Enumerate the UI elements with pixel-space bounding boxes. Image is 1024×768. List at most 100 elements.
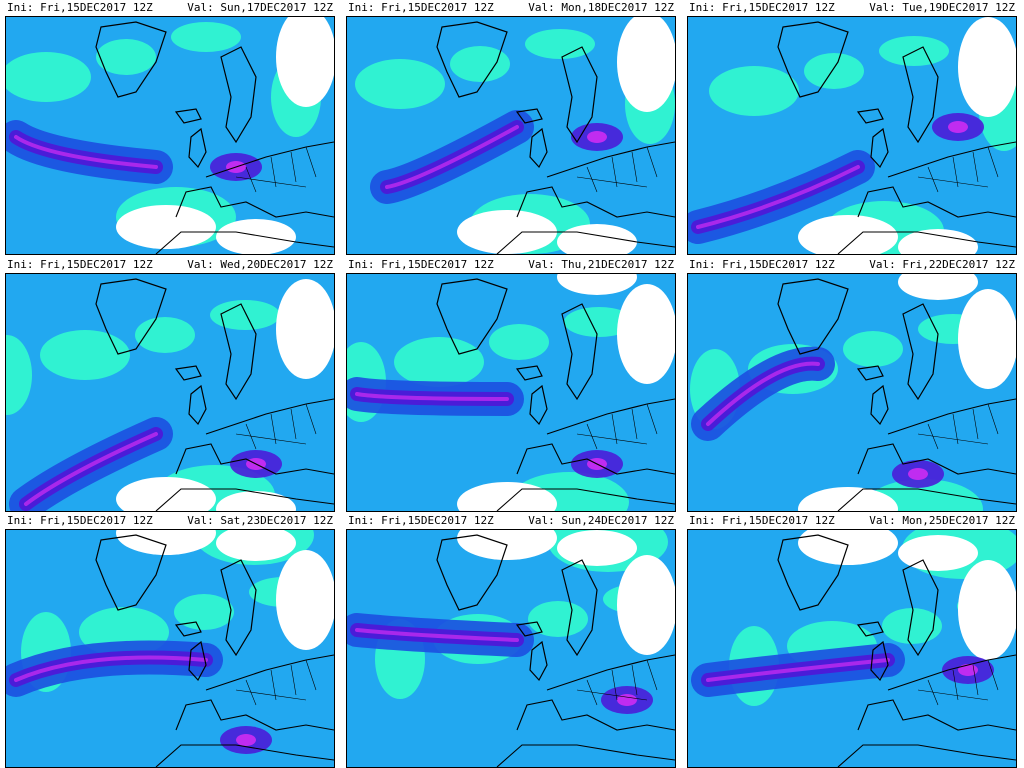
forecast-map	[687, 529, 1017, 768]
panel-header: Ini: Fri,15DEC2017 12Z Val: Mon,25DEC201…	[687, 513, 1017, 529]
political-borders	[235, 403, 317, 450]
no-data-area	[276, 550, 334, 650]
secondary-peak	[617, 694, 637, 706]
no-data-area	[216, 530, 296, 561]
no-data-area	[798, 215, 898, 254]
scandinavia-coastline	[561, 303, 598, 401]
field-plot	[6, 274, 334, 511]
init-time-label: Ini: Fri,15DEC2017 12Z	[7, 1, 153, 14]
secondary-peak	[958, 664, 978, 676]
field-plot	[6, 17, 334, 254]
scandinavia-coastline	[902, 303, 939, 401]
no-data-area	[216, 219, 296, 254]
map-panel-8: Ini: Fri,15DEC2017 12Z Val: Sun,24DEC201…	[346, 513, 676, 768]
panel-header: Ini: Fri,15DEC2017 12Z Val: Sun,17DEC201…	[5, 0, 335, 16]
low-value-patch	[489, 324, 549, 360]
no-data-area	[958, 289, 1016, 389]
panel-header: Ini: Fri,15DEC2017 12Z Val: Thu,21DEC201…	[346, 257, 676, 273]
british-isles-coastline	[529, 640, 548, 682]
no-data-area	[116, 477, 216, 511]
jet-peak	[14, 655, 208, 682]
iceland-coastline	[174, 108, 202, 124]
secondary-peak	[948, 121, 968, 133]
low-value-patch	[525, 29, 595, 59]
low-value-patch	[40, 330, 130, 380]
map-panel-7: Ini: Fri,15DEC2017 12Z Val: Sat,23DEC201…	[5, 513, 335, 768]
british-isles-coastline	[870, 640, 889, 682]
continental-coastline	[496, 398, 675, 511]
map-panel-9: Ini: Fri,15DEC2017 12Z Val: Mon,25DEC201…	[687, 513, 1017, 768]
greenland-coastline	[777, 534, 849, 611]
british-isles-coastline	[529, 384, 548, 426]
valid-time-label: Val: Mon,18DEC2017 12Z	[528, 1, 674, 14]
greenland-coastline	[777, 21, 849, 98]
low-value-patch	[6, 335, 32, 415]
forecast-map	[346, 16, 676, 255]
political-borders	[576, 403, 658, 450]
no-data-area	[898, 535, 978, 571]
british-isles-coastline	[188, 384, 207, 426]
no-data-area	[557, 274, 637, 295]
init-time-label: Ini: Fri,15DEC2017 12Z	[348, 258, 494, 271]
field-plot	[688, 274, 1016, 511]
forecast-map	[687, 16, 1017, 255]
greenland-coastline	[95, 534, 167, 611]
forecast-map	[346, 529, 676, 768]
low-value-patch	[843, 331, 903, 367]
political-borders	[235, 659, 317, 706]
continental-coastline	[496, 141, 675, 254]
no-data-area	[116, 205, 216, 249]
jet-peak	[355, 392, 509, 401]
init-time-label: Ini: Fri,15DEC2017 12Z	[689, 514, 835, 527]
jet-peak	[385, 125, 519, 189]
low-value-patch	[171, 22, 241, 52]
iceland-coastline	[856, 365, 884, 381]
field-plot	[347, 274, 675, 511]
valid-time-label: Val: Thu,21DEC2017 12Z	[528, 258, 674, 271]
low-value-patch	[96, 39, 156, 75]
panel-header: Ini: Fri,15DEC2017 12Z Val: Fri,22DEC201…	[687, 257, 1017, 273]
low-value-patch	[135, 317, 195, 353]
british-isles-coastline	[870, 384, 889, 426]
no-data-area	[958, 17, 1016, 117]
continental-coastline	[837, 654, 1016, 767]
secondary-peak	[236, 734, 256, 746]
iceland-coastline	[515, 621, 543, 637]
jet-peak	[706, 658, 890, 682]
greenland-coastline	[436, 21, 508, 98]
scandinavia-coastline	[561, 559, 598, 657]
panel-header: Ini: Fri,15DEC2017 12Z Val: Mon,18DEC201…	[346, 0, 676, 16]
scandinavia-coastline	[220, 303, 257, 401]
init-time-label: Ini: Fri,15DEC2017 12Z	[7, 258, 153, 271]
init-time-label: Ini: Fri,15DEC2017 12Z	[348, 514, 494, 527]
jet-peak	[14, 135, 158, 169]
low-value-patch	[394, 337, 484, 387]
map-panel-6: Ini: Fri,15DEC2017 12Z Val: Fri,22DEC201…	[687, 257, 1017, 512]
british-isles-coastline	[870, 127, 889, 169]
map-panel-4: Ini: Fri,15DEC2017 12Z Val: Wed,20DEC201…	[5, 257, 335, 512]
init-time-label: Ini: Fri,15DEC2017 12Z	[7, 514, 153, 527]
field-plot	[688, 530, 1016, 767]
low-value-patch	[450, 46, 510, 82]
iceland-coastline	[856, 621, 884, 637]
no-data-area	[617, 17, 675, 112]
panel-header: Ini: Fri,15DEC2017 12Z Val: Sun,24DEC201…	[346, 513, 676, 529]
greenland-coastline	[95, 21, 167, 98]
no-data-area	[457, 210, 557, 254]
no-data-area	[898, 229, 978, 254]
valid-time-label: Val: Fri,22DEC2017 12Z	[869, 258, 1015, 271]
political-borders	[576, 659, 658, 706]
forecast-map	[5, 273, 335, 512]
valid-time-label: Val: Tue,19DEC2017 12Z	[869, 1, 1015, 14]
iceland-coastline	[174, 365, 202, 381]
scandinavia-coastline	[561, 46, 598, 144]
panel-header: Ini: Fri,15DEC2017 12Z Val: Wed,20DEC201…	[5, 257, 335, 273]
map-panel-3: Ini: Fri,15DEC2017 12Z Val: Tue,19DEC201…	[687, 0, 1017, 255]
no-data-area	[798, 530, 898, 565]
scandinavia-coastline	[902, 559, 939, 657]
field-plot	[347, 530, 675, 767]
valid-time-label: Val: Sat,23DEC2017 12Z	[187, 514, 333, 527]
no-data-area	[276, 17, 334, 107]
continental-coastline	[496, 654, 675, 767]
no-data-area	[798, 487, 898, 511]
